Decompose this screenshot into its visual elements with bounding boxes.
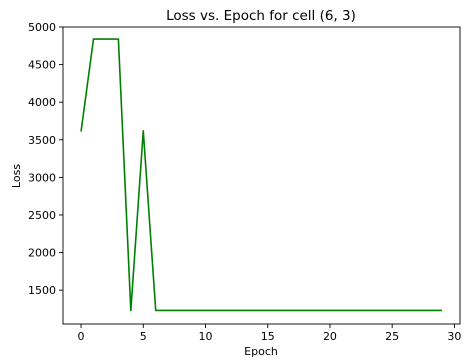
x-axis-label: Epoch [244,345,278,358]
y-tick-label-4: 3500 [28,134,56,147]
y-tick-label-1: 2000 [28,247,56,260]
x-tick-label-1: 5 [140,330,147,343]
x-tick-label-6: 30 [447,330,461,343]
x-tick-label-3: 15 [261,330,275,343]
x-tick-label-5: 25 [385,330,399,343]
series-line-0 [80,38,442,312]
y-axis-ticks: 1500 2000 2500 3000 3500 4000 4500 5000 [28,21,63,297]
series-layer [80,38,442,312]
y-axis-label: Loss [10,164,23,188]
axes-spines [62,26,461,325]
y-tick-label-3: 3000 [28,171,56,184]
y-tick-label-0: 1500 [28,284,56,297]
axes-frame [62,26,461,325]
chart-title: Loss vs. Epoch for cell (6, 3) [166,8,356,24]
x-tick-label-2: 10 [198,330,212,343]
y-tick-label-2: 2500 [28,209,56,222]
x-axis-ticks: 0 5 10 15 20 25 30 [78,324,461,343]
y-tick-label-7: 5000 [28,21,56,34]
x-tick-label-4: 20 [323,330,337,343]
plot-area [63,27,460,324]
x-tick-label-0: 0 [78,330,85,343]
y-tick-label-6: 4500 [28,59,56,72]
plot-background [63,27,460,324]
y-tick-label-5: 4000 [28,96,56,109]
